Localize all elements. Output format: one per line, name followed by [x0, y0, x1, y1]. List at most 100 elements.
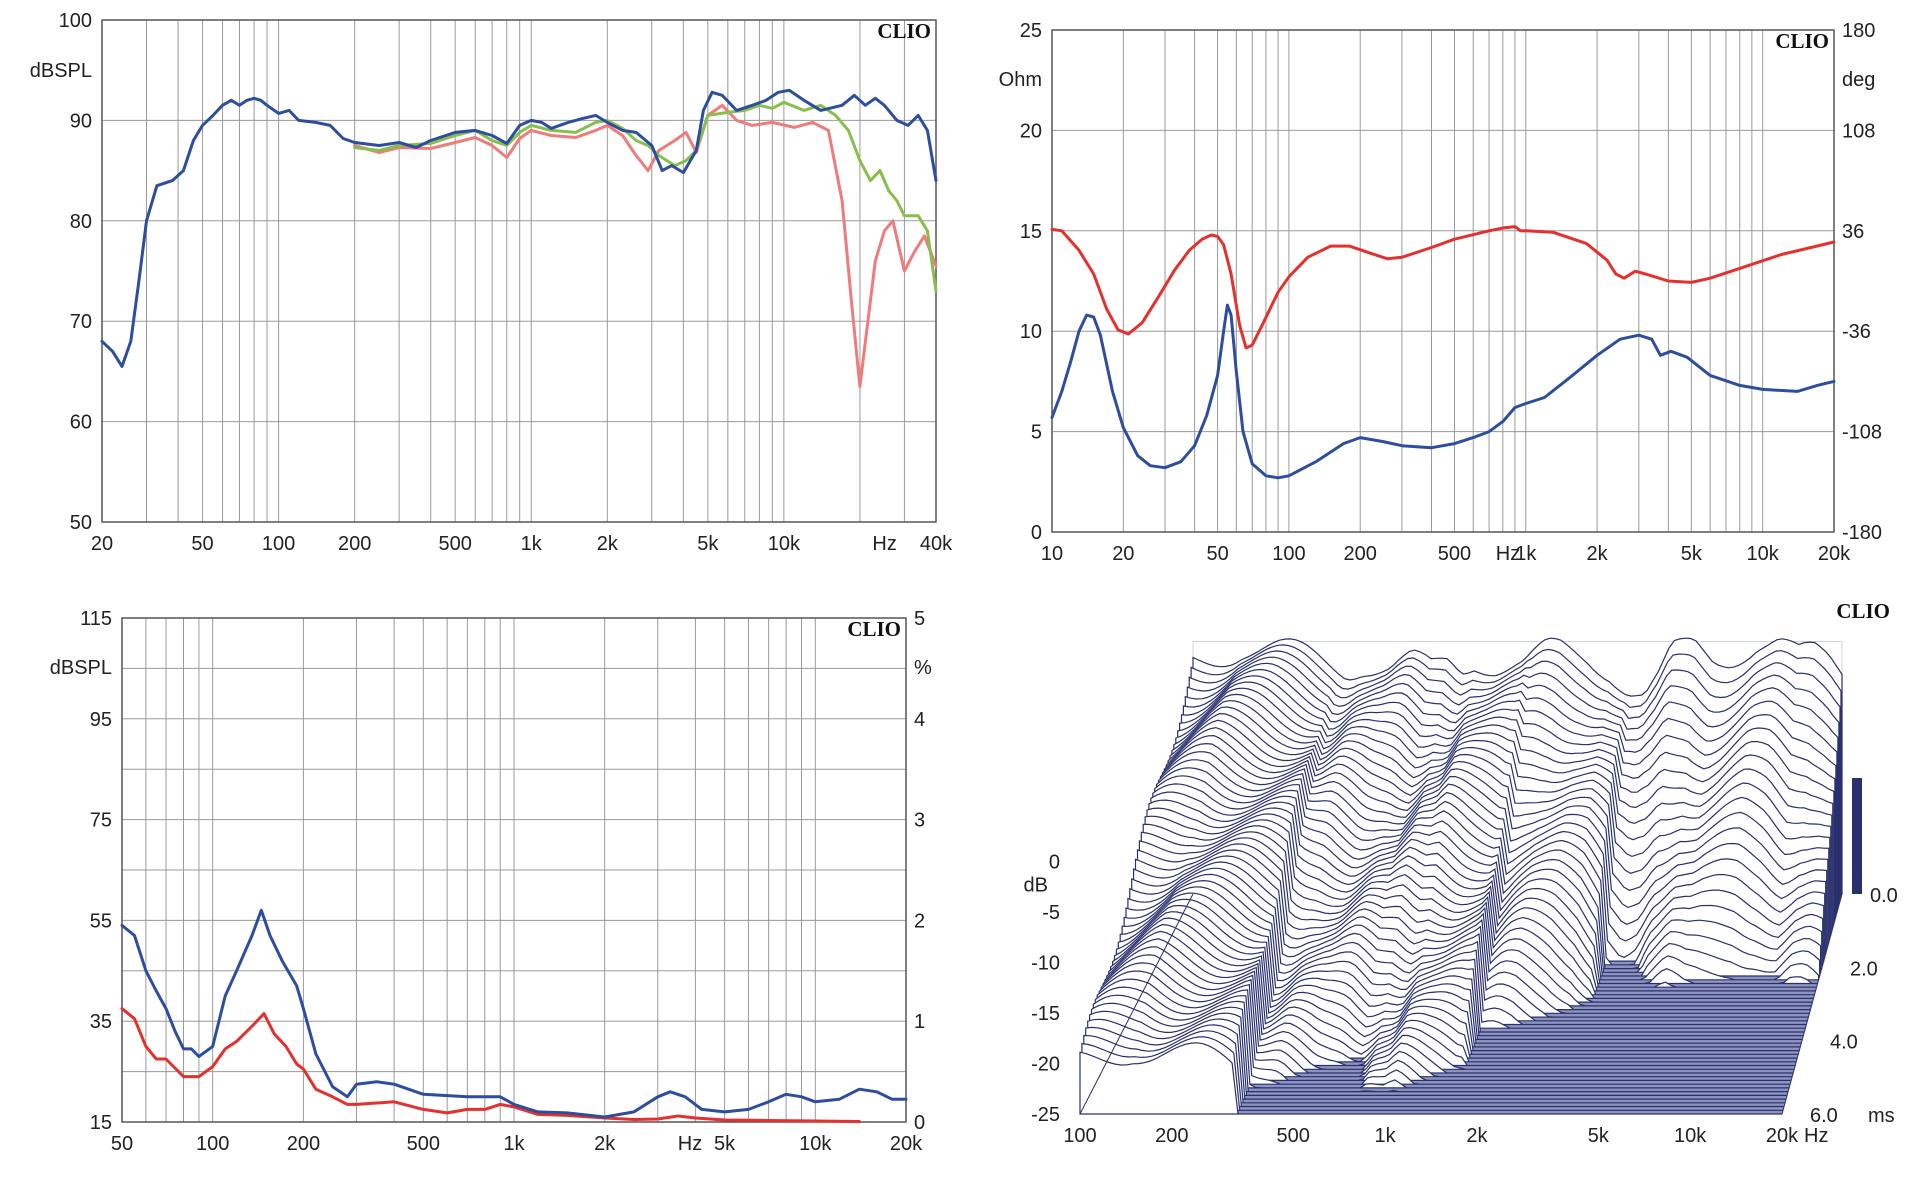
y-tick-label: 25 — [1020, 20, 1042, 42]
series-line — [353, 100, 938, 293]
z-tick-label: -10 — [1031, 953, 1060, 975]
color-scale-bar — [1852, 778, 1862, 894]
x-tick-label: 200 — [338, 533, 371, 555]
waterfall-left-edge — [1079, 893, 1194, 1115]
x-tick-label: 500 — [438, 533, 471, 555]
x-tick-label: 10k — [1747, 543, 1780, 565]
plot-frame — [1051, 29, 1835, 533]
y-tick-label: 0 — [1031, 522, 1042, 544]
x-tick-label: 40k — [920, 533, 953, 555]
x-tick-label: 100 — [262, 533, 295, 555]
series-line — [1050, 225, 1836, 350]
x-tick-label: 10k — [1674, 1125, 1707, 1147]
time-tick-label: 0.0 — [1870, 885, 1898, 907]
y-tick-label: 115 — [80, 608, 112, 630]
plot-frame — [101, 19, 937, 523]
y2-tick-label: 1 — [914, 1011, 925, 1033]
y-tick-label: 50 — [70, 512, 92, 534]
y-tick-label: 10 — [1020, 321, 1042, 343]
x-tick-label: 20 — [1112, 543, 1134, 565]
x-axis-unit-label: Hz — [1496, 543, 1520, 565]
x-tick-label: 200 — [287, 1133, 320, 1155]
clio-brand-label: CLIO — [847, 617, 901, 641]
time-tick-label: 4.0 — [1830, 1032, 1858, 1054]
x-tick-label: 20k — [1818, 543, 1851, 565]
x-tick-label: 2k — [594, 1133, 616, 1155]
y-tick-label: 20 — [1020, 120, 1042, 142]
y-axis-unit-label: dBSPL — [50, 657, 112, 679]
y2-tick-label: -180 — [1842, 522, 1882, 544]
x-tick-label: 10 — [1041, 543, 1063, 565]
x-tick-label: 50 — [111, 1133, 133, 1155]
y-tick-label: 35 — [90, 1011, 112, 1033]
frequency-response-chart: 20 50 100 200 500 1k 2k 5k 10k 40k 50 60 70 80 90 100 CL… — [0, 0, 960, 588]
x-tick-label: 20k — [890, 1133, 923, 1155]
x-tick-label: 5k — [1588, 1125, 1610, 1147]
y-tick-label: 60 — [70, 412, 92, 434]
y2-tick-label: 2 — [914, 910, 925, 932]
x-tick-label: 1k — [521, 533, 543, 555]
y2-tick-label: -108 — [1842, 422, 1882, 444]
x-tick-label: 2k — [1466, 1125, 1488, 1147]
waterfall-slice — [1079, 1042, 1782, 1115]
time-tick-label: 2.0 — [1850, 958, 1878, 980]
x-tick-label: 500 — [1277, 1125, 1310, 1147]
series-line — [353, 103, 938, 388]
y-tick-label: 70 — [70, 311, 92, 333]
time-axis-unit-label: ms — [1868, 1105, 1895, 1127]
x-axis-unit-label: Hz — [678, 1133, 702, 1155]
x-tick-label: 200 — [1155, 1125, 1188, 1147]
y-tick-label: 15 — [1020, 221, 1042, 243]
y2-tick-label: -36 — [1842, 321, 1871, 343]
distortion-svg: 50 100 200 500 1k 2k 5k 10k 20k15355575951150123… — [50, 608, 932, 1155]
x-axis-unit-label: Hz — [872, 533, 896, 555]
y2-tick-label: 4 — [914, 709, 925, 731]
y-axis-unit-label: dBSPL — [30, 60, 92, 82]
clio-brand-label: CLIO — [1836, 599, 1890, 623]
series-line — [120, 908, 908, 1119]
x-tick-label: 20 — [91, 533, 113, 555]
series-line — [100, 88, 938, 368]
y-tick-label: 15 — [90, 1112, 112, 1134]
x-tick-label: 10k — [768, 533, 801, 555]
y2-tick-label: 0 — [914, 1112, 925, 1134]
y2-axis-unit-label: % — [914, 657, 932, 679]
x-tick-label: 5k — [1681, 543, 1703, 565]
z-tick-label: -5 — [1042, 902, 1060, 924]
y2-axis-unit-label: deg — [1842, 69, 1875, 91]
z-tick-label: -15 — [1031, 1003, 1060, 1025]
waterfall-slice — [1104, 946, 1796, 1067]
waterfall-slice — [1106, 938, 1797, 1063]
waterfall-svg: 0 -5 -10 -15 -20 -25 dB 100 200 500 1k 2k 5k 10k 20k Hz… — [1024, 599, 1898, 1147]
plot-frame — [121, 617, 907, 1123]
x-axis-unit-label: Hz — [1804, 1125, 1828, 1147]
x-tick-label: 100 — [196, 1133, 229, 1155]
x-tick-label: 100 — [1272, 543, 1305, 565]
y2-tick-label: 5 — [914, 608, 925, 630]
x-tick-label: 50 — [191, 533, 213, 555]
x-tick-label: 5k — [714, 1133, 736, 1155]
y2-tick-label: 108 — [1842, 120, 1875, 142]
x-tick-label: 2k — [1587, 543, 1609, 565]
y2-tick-label: 3 — [914, 810, 925, 832]
y2-tick-label: 36 — [1842, 221, 1864, 243]
cumulative-spectral-decay-chart: 0 -5 -10 -15 -20 -25 dB 100 200 500 1k 2k 5k 10k 20k Hz… — [960, 588, 1920, 1177]
x-tick-label: 50 — [1206, 543, 1228, 565]
z-tick-label: -25 — [1031, 1104, 1060, 1126]
y-tick-label: 100 — [59, 10, 92, 32]
x-tick-label: 2k — [597, 533, 619, 555]
x-tick-label: 1k — [1375, 1125, 1397, 1147]
x-tick-label: 1k — [1515, 543, 1537, 565]
impedance-svg: 10 20 50 100 200 500 1k 2k 5k 10k 20k 0 5 10 15 20 25 -18… — [999, 20, 1882, 565]
clio-brand-label: CLIO — [1775, 29, 1829, 53]
x-tick-label: 20k — [1766, 1125, 1799, 1147]
z-tick-label: -20 — [1031, 1054, 1060, 1076]
distortion-chart: 50 100 200 500 1k 2k 5k 10k 20k 15 35 55 75 95 115 0 1 2 3… — [0, 588, 960, 1177]
x-tick-label: 500 — [1438, 543, 1471, 565]
x-tick-label: 500 — [407, 1133, 440, 1155]
x-tick-label: 100 — [1063, 1125, 1096, 1147]
impedance-chart: 10 20 50 100 200 500 1k 2k 5k 10k 20k 0 5 10 15 20 25 -18… — [960, 0, 1920, 588]
y-axis-unit-label: Ohm — [999, 69, 1042, 91]
